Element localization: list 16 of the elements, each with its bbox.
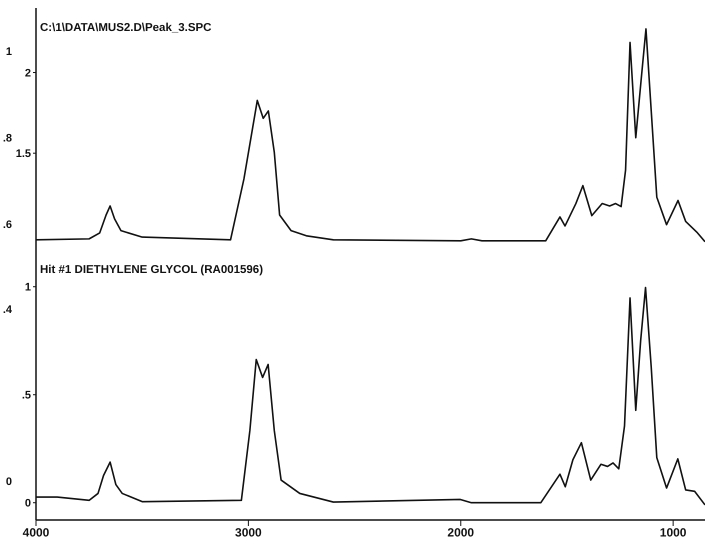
y-tick-label: .5: [22, 390, 31, 402]
y2-tick-label: .6: [2, 218, 12, 231]
y2-tick-label: 1: [6, 46, 12, 58]
annotation: C:\1\DATA\MUS2.D\Peak_3.SPC: [40, 22, 212, 34]
y-tick-label: 0: [24, 498, 31, 510]
y-tick-label: 1.5: [16, 148, 31, 160]
y2-tick-label: .4: [2, 304, 13, 316]
x-tick-label: 2000: [447, 526, 474, 540]
y2-tick-label: 0: [6, 476, 12, 488]
x-tick-label: 3000: [235, 526, 262, 540]
y2-tick-label: .8: [2, 132, 12, 145]
y-tick-label: 2: [24, 67, 31, 80]
y-tick-label: 1: [24, 282, 31, 294]
x-tick-label: 1000: [660, 526, 687, 540]
annotation: Hit #1 DIETHYLENE GLYCOL (RA001596): [40, 264, 264, 276]
x-tick-label: 4000: [22, 526, 50, 540]
